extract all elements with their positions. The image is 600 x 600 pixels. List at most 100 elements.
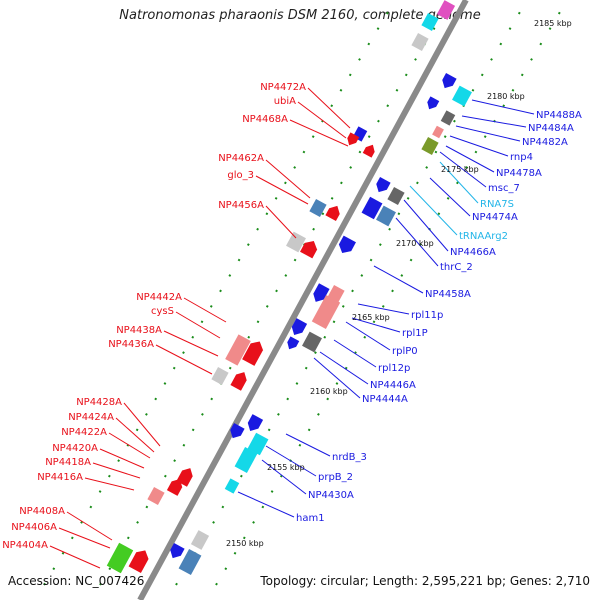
topology-summary: Topology: circular; Length: 2,595,221 bp… [260, 574, 590, 588]
gene-label[interactable]: glo_3 [227, 170, 254, 181]
leader-line [403, 199, 449, 252]
leader-line [108, 432, 151, 459]
gene-glyph-right [190, 530, 210, 550]
leader-line [92, 462, 141, 479]
gene-label[interactable]: rpl11p [411, 310, 443, 321]
gene-glyph-right [247, 414, 264, 432]
leader-line [155, 344, 213, 375]
gene-glyph-right [452, 85, 472, 107]
gene-label[interactable]: msc_7 [488, 183, 520, 194]
gene-label[interactable]: NP4468A [242, 114, 288, 125]
gene-glyph-left [106, 542, 134, 574]
gene-glyph-left [362, 144, 375, 158]
leader-line [49, 545, 101, 569]
gene-glyph-right [387, 186, 405, 206]
leader-line [289, 119, 349, 147]
gene-label[interactable]: NP4406A [11, 522, 57, 533]
gene-label[interactable]: NP4446A [370, 380, 416, 391]
tick-label: 2170 kbp [396, 239, 434, 248]
leader-line [357, 303, 410, 315]
gene-label[interactable]: rplP0 [392, 346, 418, 357]
leader-line [445, 145, 495, 173]
gene-glyph-left [286, 231, 306, 253]
gene-label[interactable]: NP4462A [218, 153, 264, 164]
gene-glyph-left [230, 372, 247, 391]
tick-label: 2160 kbp [310, 387, 348, 396]
gene-label[interactable]: nrdB_3 [332, 452, 367, 463]
gene-label[interactable]: tRNAArg2 [459, 231, 508, 242]
gene-label[interactable]: NP4418A [45, 457, 91, 468]
gene-glyph-right [432, 125, 444, 139]
gene-label[interactable]: NP4472A [260, 82, 306, 93]
accession-text: Accession: NC_007426 [8, 574, 145, 588]
guide-track-outer-left [43, 0, 397, 586]
genome-backbone [137, 0, 469, 600]
gene-glyph-left [211, 366, 229, 386]
leader-line [175, 311, 221, 339]
leader-line [84, 477, 135, 491]
gene-glyph-left [300, 240, 318, 259]
leader-line [297, 101, 347, 139]
leader-line [265, 205, 297, 239]
gene-label[interactable]: rnp4 [510, 152, 533, 163]
gene-label[interactable]: NP4422A [61, 427, 107, 438]
leader-line [409, 185, 458, 236]
gene-glyph-right [311, 295, 341, 329]
gene-label[interactable]: NP4404A [2, 540, 48, 551]
gene-glyph-right [411, 32, 429, 52]
leader-lines [49, 87, 535, 569]
gene-glyph-right [376, 176, 391, 193]
leader-line [449, 135, 509, 157]
leader-line [345, 321, 391, 351]
genome-title: Natronomonas pharaonis DSM 2160, complet… [119, 8, 481, 23]
gene-label[interactable]: NP4430A [308, 490, 354, 501]
guide-track-inner-left [99, 0, 453, 586]
gene-label[interactable]: NP4466A [450, 247, 496, 258]
leader-line [255, 175, 309, 205]
kbp-ticks: 2185 kbp 2180 kbp 2175 kbp 2170 kbp 2165… [226, 19, 572, 548]
gene-label[interactable]: NP4456A [218, 200, 264, 211]
gene-glyph-left [225, 334, 251, 366]
gene-label[interactable]: NP4420A [52, 443, 98, 454]
gene-glyph-right [338, 235, 356, 254]
guide-tracks [43, 0, 569, 586]
leader-line [429, 177, 471, 217]
left-gene-labels: NP4472A ubiA NP4468A NP4462A glo_3 NP445… [2, 82, 306, 551]
gene-label[interactable]: ham1 [296, 513, 325, 524]
gene-label[interactable]: RNA7S [480, 199, 514, 210]
gene-label[interactable]: NP4482A [522, 137, 568, 148]
gene-label[interactable]: NP4444A [362, 394, 408, 405]
gene-label[interactable]: NP4442A [136, 292, 182, 303]
guide-track-outer-right [215, 0, 569, 586]
gene-glyph-right [287, 336, 300, 350]
leader-line [471, 99, 535, 115]
leader-line [333, 339, 377, 368]
gene-label[interactable]: NP4416A [37, 472, 83, 483]
leader-line [99, 448, 145, 469]
gene-label[interactable]: NP4424A [68, 412, 114, 423]
gene-label[interactable]: NP4436A [108, 339, 154, 350]
gene-label[interactable]: prpB_2 [318, 472, 353, 483]
leader-line [395, 217, 439, 267]
gene-label[interactable]: cysS [151, 306, 174, 317]
gene-label[interactable]: NP4458A [425, 289, 471, 300]
gene-label[interactable]: NP4488A [536, 110, 582, 121]
leader-line [313, 357, 361, 399]
gene-glyph-right [442, 72, 457, 89]
gene-label[interactable]: rpl1P [402, 328, 428, 339]
gene-label[interactable]: thrC_2 [440, 262, 473, 273]
gene-label[interactable]: NP4438A [116, 325, 162, 336]
gene-label[interactable]: NP4478A [496, 168, 542, 179]
gene-label[interactable]: ubiA [274, 96, 296, 107]
gene-glyph-right [247, 432, 269, 456]
leader-line [163, 330, 219, 357]
gene-label[interactable]: NP4474A [472, 212, 518, 223]
leader-line [183, 297, 227, 323]
gene-label[interactable]: NP4408A [19, 506, 65, 517]
gene-label[interactable]: rpl12p [378, 363, 410, 374]
gene-label[interactable]: NP4428A [76, 397, 122, 408]
gene-label[interactable]: NP4484A [528, 123, 574, 134]
tick-label: 2185 kbp [534, 19, 572, 28]
gene-features [106, 0, 472, 576]
